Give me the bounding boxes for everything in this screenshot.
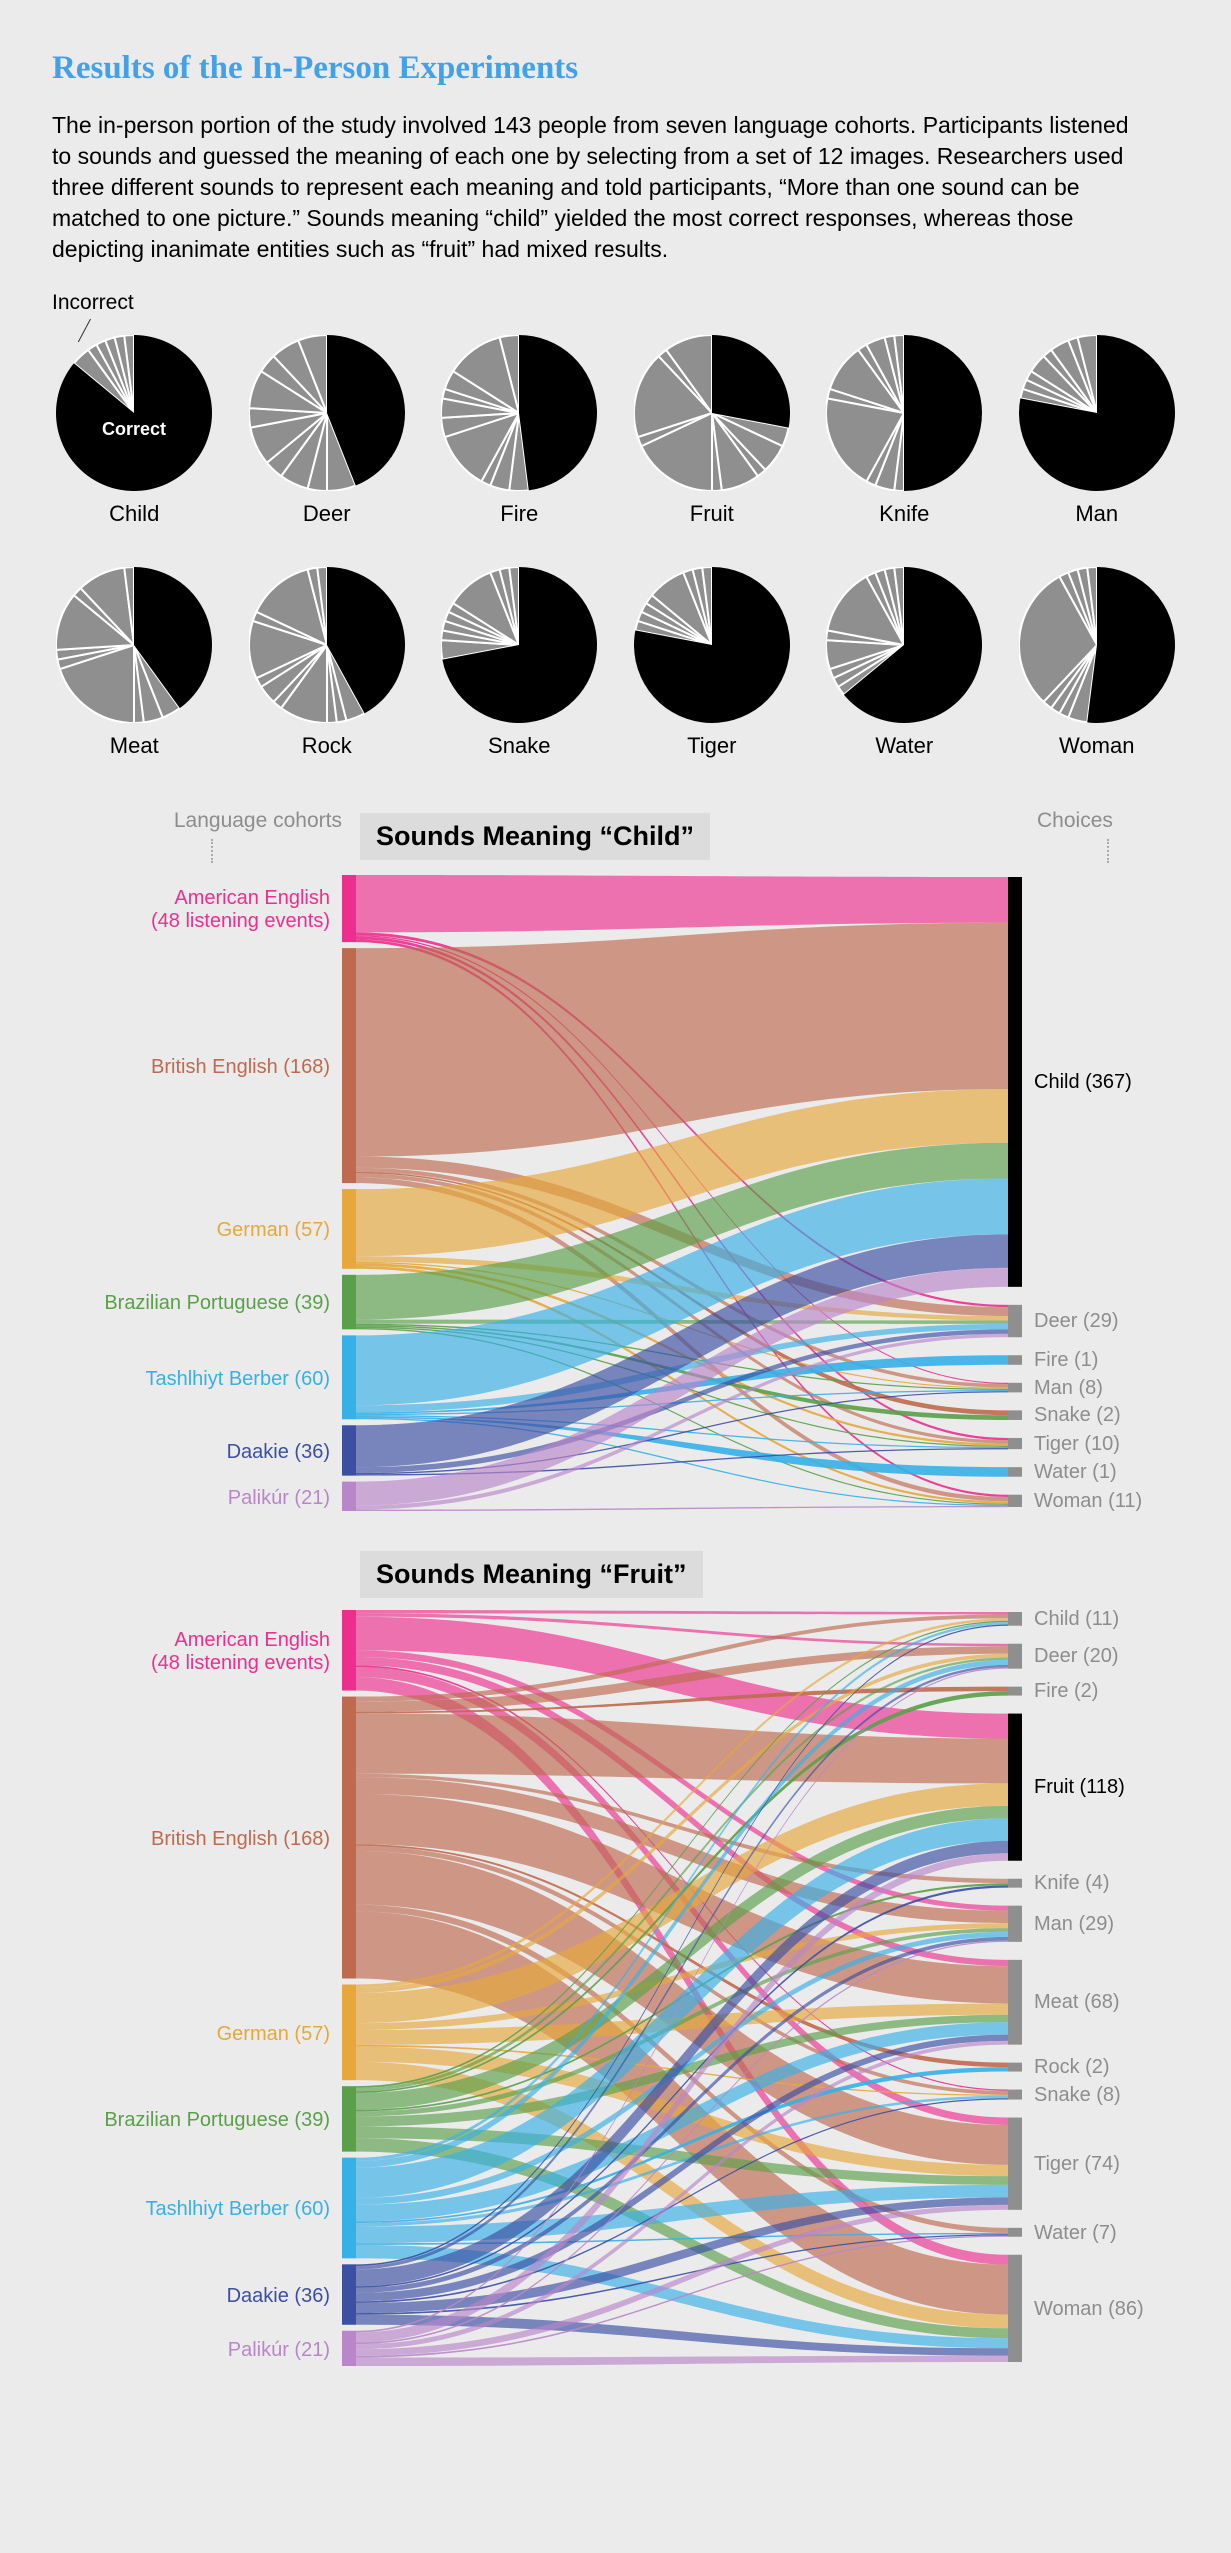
cohort-daakie: Daakie (36): [227, 1441, 330, 1464]
choice-deer: Deer (29): [1034, 1310, 1118, 1333]
choice-water: Water (1): [1034, 1461, 1117, 1484]
pie-meat: Meat: [52, 567, 217, 759]
choice-fruit: Fruit (118): [1034, 1776, 1125, 1799]
choice-woman: Woman (86): [1034, 2298, 1144, 2321]
page-title: Results of the In-Person Experiments: [52, 50, 1179, 87]
cohort-palikur: Palikúr (21): [228, 1487, 330, 1510]
pie-label: Knife: [822, 501, 987, 527]
header-language-cohorts: Language cohorts: [82, 809, 342, 863]
pie-label: Deer: [245, 501, 410, 527]
pie-knife: Knife: [822, 335, 987, 527]
choice-snake: Snake (2): [1034, 1404, 1121, 1427]
pie-grid: Incorrect CorrectChildDeerFireFruitKnife…: [52, 305, 1179, 759]
pie-label: Man: [1015, 501, 1180, 527]
pie-water: Water: [822, 567, 987, 759]
cohort-british_english: British English (168): [151, 1056, 330, 1079]
header-choices: Choices: [1019, 809, 1179, 863]
pie-label: Rock: [245, 733, 410, 759]
cohort-german: German (57): [217, 1219, 330, 1242]
sankey-title: Sounds Meaning “Fruit”: [360, 1551, 703, 1598]
cohort-palikur: Palikúr (21): [228, 2339, 330, 2362]
choice-child: Child (11): [1034, 1608, 1119, 1631]
cohort-american_english: American English(48 listening events): [151, 887, 330, 933]
choice-man: Man (29): [1034, 1913, 1114, 1936]
intro-text: The in-person portion of the study invol…: [52, 110, 1152, 265]
cohort-german: German (57): [217, 2023, 330, 2046]
pie-tiger: Tiger: [630, 567, 795, 759]
pie-snake: Snake: [437, 567, 602, 759]
choice-deer: Deer (20): [1034, 1645, 1118, 1668]
pie-label: Child: [52, 501, 217, 527]
pie-label: Fruit: [630, 501, 795, 527]
pie-fire: Fire: [437, 335, 602, 527]
choice-meat: Meat (68): [1034, 1991, 1120, 2014]
choice-water: Water (7): [1034, 2222, 1117, 2245]
choice-child: Child (367): [1034, 1071, 1132, 1094]
pie-label: Meat: [52, 733, 217, 759]
choice-fire: Fire (2): [1034, 1680, 1098, 1703]
pie-label: Fire: [437, 501, 602, 527]
pie-child: Correct Child: [52, 335, 217, 527]
cohort-british_english: British English (168): [151, 1828, 330, 1851]
cohort-brazilian_portuguese: Brazilian Portuguese (39): [104, 1292, 330, 1315]
incorrect-callout: Incorrect: [52, 291, 134, 315]
pie-man: Man: [1015, 335, 1180, 527]
pie-label: Tiger: [630, 733, 795, 759]
pie-rock: Rock: [245, 567, 410, 759]
choice-fire: Fire (1): [1034, 1349, 1098, 1372]
choice-knife: Knife (4): [1034, 1872, 1110, 1895]
cohort-american_english: American English(48 listening events): [151, 1629, 330, 1675]
pie-woman: Woman: [1015, 567, 1180, 759]
pie-label: Snake: [437, 733, 602, 759]
pie-deer: Deer: [245, 335, 410, 527]
correct-label: Correct: [102, 419, 166, 439]
sankey-title: Sounds Meaning “Child”: [360, 813, 710, 860]
choice-woman: Woman (11): [1034, 1490, 1142, 1513]
choice-tiger: Tiger (74): [1034, 2153, 1120, 2176]
pie-label: Woman: [1015, 733, 1180, 759]
choice-snake: Snake (8): [1034, 2084, 1121, 2107]
cohort-brazilian_portuguese: Brazilian Portuguese (39): [104, 2109, 330, 2132]
choice-rock: Rock (2): [1034, 2056, 1110, 2079]
cohort-daakie: Daakie (36): [227, 2285, 330, 2308]
choice-man: Man (8): [1034, 1377, 1103, 1400]
pie-label: Water: [822, 733, 987, 759]
pie-fruit: Fruit: [630, 335, 795, 527]
cohort-tashlhiyt_berber: Tashlhiyt Berber (60): [145, 2198, 330, 2221]
choice-tiger: Tiger (10): [1034, 1433, 1120, 1456]
cohort-tashlhiyt_berber: Tashlhiyt Berber (60): [145, 1368, 330, 1391]
